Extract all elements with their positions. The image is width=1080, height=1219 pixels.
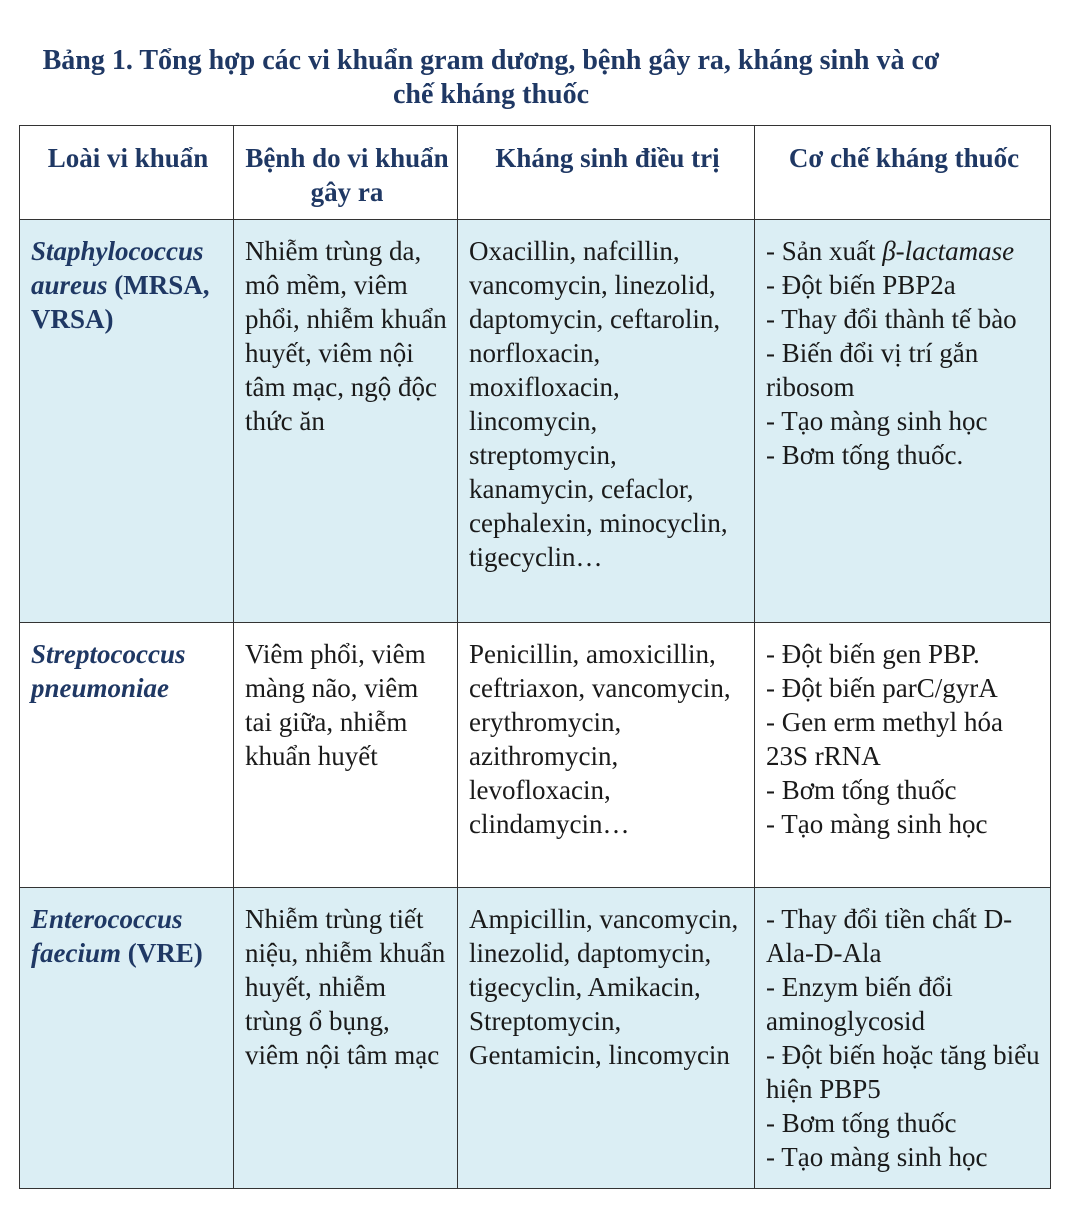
mechanism-item: - Bơm tống thuốc	[766, 775, 957, 805]
mechanism-cell: - Sản xuất β-lactamase - Đột biến PBP2a - …	[754, 219, 1051, 623]
mechanism-cell: - Thay đổi tiền chất D-Ala-D-Ala - Enzym …	[754, 887, 1051, 1189]
table-row: Streptococcus pneumoniae Viêm phổi, viêm …	[19, 622, 1051, 888]
header-cell: Kháng sinh điều trị	[457, 125, 755, 220]
disease-cell: Nhiễm trùng tiết niệu, nhiễm khuẩn huyết…	[233, 887, 458, 1189]
species-note: (MRSA, VRSA)	[31, 270, 210, 334]
table-row: Enterococcus faecium (VRE) Nhiễm trùng ti…	[19, 887, 1051, 1189]
species-cell: Enterococcus faecium (VRE)	[19, 887, 234, 1189]
antibiotic-cell: Oxacillin, nafcillin, vancomycin, linezo…	[457, 219, 755, 623]
mechanism-item: - Tạo màng sinh học	[766, 1142, 988, 1172]
table-head: Loài vi khuẩn Bệnh do vi khuẩn gây ra Khán…	[19, 125, 1051, 220]
species-cell: Streptococcus pneumoniae	[19, 622, 234, 888]
disease-cell: Nhiễm trùng da, mô mềm, viêm phổi, nhiễm…	[233, 219, 458, 623]
header-cell: Loài vi khuẩn	[19, 125, 234, 220]
mechanism-item: - Đột biến gen PBP.	[766, 639, 980, 669]
mechanism-italic: β-lactamase	[882, 236, 1015, 266]
table: Loài vi khuẩn Bệnh do vi khuẩn gây ra Khán…	[19, 125, 1051, 1189]
table-body: Staphylococcus aureus (MRSA, VRSA) Nhiễm …	[19, 219, 1051, 1189]
mechanism-item: - Bơm tống thuốc.	[766, 440, 964, 470]
species-note: (VRE)	[127, 938, 203, 968]
mechanism-item: - Đột biến parC/gyrA	[766, 673, 998, 703]
mechanism-text: - Sản xuất	[766, 236, 876, 266]
mechanism-item: - Thay đổi thành tế bào	[766, 304, 1017, 334]
mechanism-item: - Tạo màng sinh học	[766, 809, 988, 839]
table-row: Staphylococcus aureus (MRSA, VRSA) Nhiễm …	[19, 219, 1051, 623]
mechanism-item: - Bơm tống thuốc	[766, 1108, 957, 1138]
header-cell: Bệnh do vi khuẩn gây ra	[233, 125, 458, 220]
mechanism-item: - Gen erm methyl hóa 23S rRNA	[766, 707, 1003, 771]
header-row: Loài vi khuẩn Bệnh do vi khuẩn gây ra Khán…	[19, 125, 1051, 220]
mechanism-cell: - Đột biến gen PBP. - Đột biến parC/gyrA -…	[754, 622, 1051, 888]
species-name: Staphylococcus aureus	[31, 236, 204, 300]
mechanism-item: - Thay đổi tiền chất D-Ala-D-Ala	[766, 904, 1013, 968]
header-cell: Cơ chế kháng thuốc	[754, 125, 1051, 220]
mechanism-item: - Enzym biến đổi aminoglycosid	[766, 972, 953, 1036]
disease-cell: Viêm phổi, viêm màng não, viêm tai giữa,…	[233, 622, 458, 888]
mechanism-item: - Sản xuất β-lactamase	[766, 234, 1042, 268]
mechanism-item: - Tạo màng sinh học	[766, 406, 988, 436]
mechanism-item: - Biến đổi vị trí gắn ribosom	[766, 338, 979, 402]
table-title: Bảng 1. Tổng hợp các vi khuẩn gram dương…	[42, 45, 940, 110]
antibiotic-cell: Ampicillin, vancomycin, linezolid, dapto…	[457, 887, 755, 1189]
species-name: Enterococcus faecium	[31, 904, 183, 968]
mechanism-item: - Đột biến PBP2a	[766, 270, 956, 300]
species-cell: Staphylococcus aureus (MRSA, VRSA)	[19, 219, 234, 623]
antibiotic-cell: Penicillin, amoxicillin, ceftriaxon, van…	[457, 622, 755, 888]
species-name: Streptococcus pneumoniae	[31, 639, 186, 703]
mechanism-item: - Đột biến hoặc tăng biểu hiện PBP5	[766, 1040, 1040, 1104]
